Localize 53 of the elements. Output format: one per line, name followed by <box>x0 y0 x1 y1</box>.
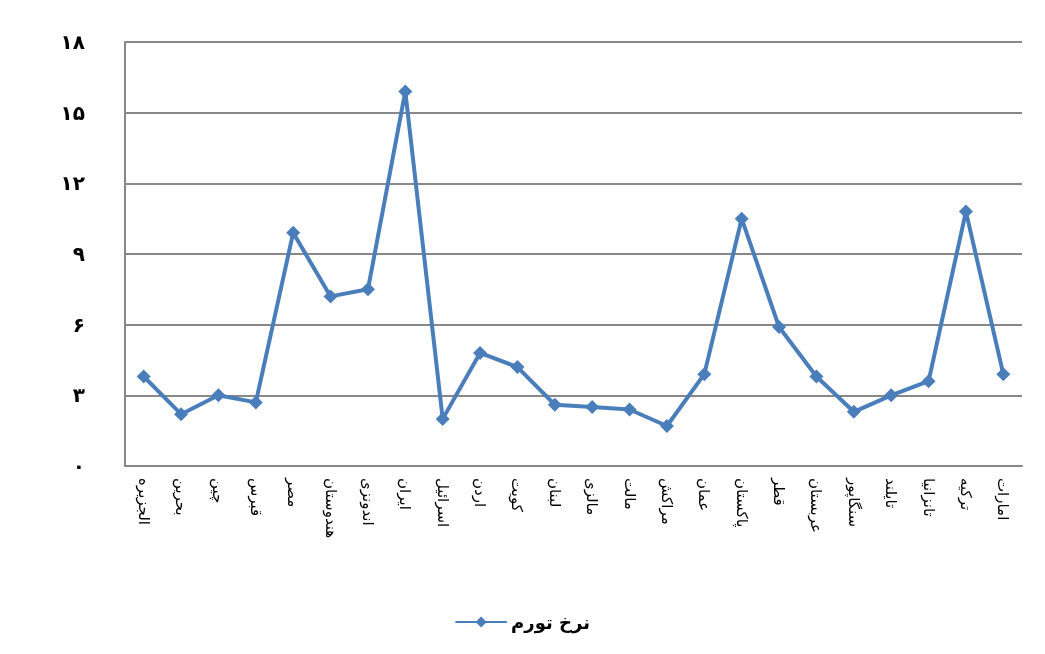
y-tick-label: ۱۵ <box>60 100 85 125</box>
x-tick-label: چین <box>209 478 228 504</box>
y-tick-label: ۱۸ <box>60 30 85 54</box>
point <box>846 404 861 419</box>
x-tick-label: بحرین <box>172 478 191 516</box>
point <box>360 282 375 297</box>
point <box>286 225 301 240</box>
x-tick-label: اندونزی <box>358 478 377 526</box>
x-tick-label: قطر <box>770 477 789 506</box>
x-tick-label: لبنان <box>545 478 564 508</box>
x-tick-label: هندوستان <box>321 478 340 539</box>
x-tick-label: مصر <box>284 477 303 508</box>
point <box>996 367 1011 382</box>
point <box>585 400 600 415</box>
x-tick-label: پاکستان <box>731 478 751 528</box>
x-tick-label: مالت <box>620 478 639 510</box>
x-tick-label: عمان <box>695 478 714 512</box>
point <box>510 360 525 375</box>
x-tick-label: مالزی <box>583 478 602 516</box>
point <box>809 369 824 384</box>
x-tick-label: اسرائیل <box>433 478 452 528</box>
legend-label: نرخ تورم <box>511 611 590 634</box>
x-tick-label: مراکش <box>657 478 676 525</box>
point <box>174 407 189 422</box>
x-tick-label: کویت <box>508 478 527 513</box>
x-tick-label: اردن <box>471 478 490 508</box>
point <box>211 388 226 403</box>
point <box>473 345 488 360</box>
point <box>136 369 151 384</box>
x-tick-label: تانزانیا <box>919 478 938 517</box>
point <box>323 289 338 304</box>
point <box>884 388 899 403</box>
x-tick-label: الجزیره <box>134 478 153 526</box>
point <box>622 402 637 417</box>
x-tick-label: سنگاپور <box>843 477 863 528</box>
point <box>398 84 413 99</box>
point <box>921 374 936 389</box>
x-tick-label: تایلند <box>882 478 901 509</box>
point <box>248 395 263 410</box>
y-tick-label: ۰ <box>72 454 85 478</box>
x-tick-label: ایران <box>396 478 415 510</box>
point <box>697 367 712 382</box>
point <box>547 397 562 412</box>
y-tick-label: ۶ <box>72 312 85 337</box>
y-tick-label: ۳ <box>72 383 85 408</box>
x-tick-label: امارات <box>994 478 1013 521</box>
x-tick-label: قبرس <box>246 478 265 517</box>
point <box>772 320 787 335</box>
x-tick-label: ترکیه <box>956 478 975 511</box>
y-tick-label: ۹ <box>72 242 85 266</box>
x-tick-label: عربستان <box>807 478 826 533</box>
point <box>659 418 674 433</box>
y-tick-label: ۱۲ <box>60 171 85 196</box>
